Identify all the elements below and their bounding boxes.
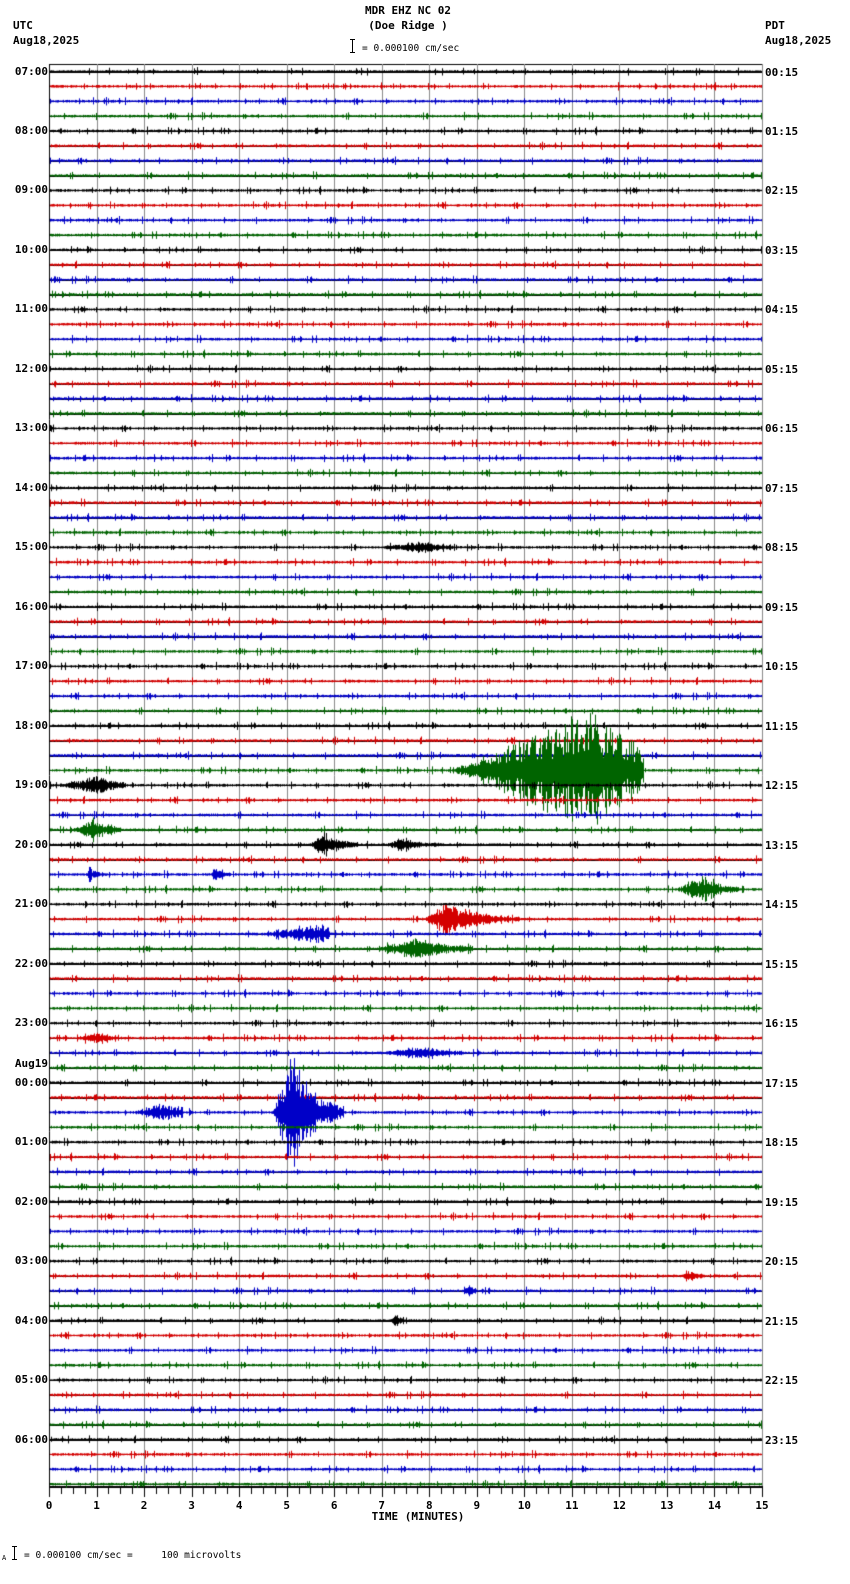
- pdt-label: 22:15: [765, 1374, 799, 1388]
- x-tick-label: 8: [425, 1499, 433, 1512]
- utc-label: 16:00: [14, 599, 48, 613]
- utc-label: 05:00: [14, 1373, 48, 1387]
- x-tick-label: 2: [140, 1499, 148, 1512]
- pdt-label: 03:15: [765, 243, 799, 257]
- x-tick-label: 4: [235, 1499, 243, 1512]
- utc-label: 22:00: [14, 956, 48, 970]
- pdt-label: 15:15: [765, 957, 799, 971]
- pdt-label: 19:15: [765, 1195, 799, 1209]
- pdt-label: 21:15: [765, 1314, 799, 1328]
- footer-scale-bar-icon: [12, 1546, 17, 1560]
- utc-label: 20:00: [14, 837, 48, 851]
- pdt-label: 18:15: [765, 1136, 799, 1150]
- x-tick-label: 15: [755, 1499, 769, 1512]
- utc-label: 02:00: [14, 1194, 48, 1208]
- x-tick-label: 6: [330, 1499, 338, 1512]
- utc-label: 08:00: [14, 123, 48, 137]
- pdt-label: 14:15: [765, 898, 799, 912]
- x-tick-label: 9: [473, 1499, 481, 1512]
- x-tick-label: 1: [93, 1499, 100, 1512]
- pdt-label: 07:15: [765, 481, 799, 495]
- utc-label: 23:00: [14, 1016, 48, 1030]
- utc-label: 01:00: [14, 1135, 48, 1149]
- x-tick-label: 10: [517, 1499, 531, 1512]
- x-tick-label: 0: [45, 1499, 53, 1512]
- utc-label: 21:00: [14, 897, 48, 911]
- pdt-label: 01:15: [765, 124, 799, 138]
- x-tick-label: 5: [283, 1499, 290, 1512]
- utc-label: 06:00: [14, 1432, 48, 1446]
- utc-label: 07:00: [14, 64, 48, 78]
- utc-label: Aug19: [14, 1056, 48, 1070]
- utc-label: 04:00: [14, 1313, 48, 1327]
- utc-label: 17:00: [14, 659, 48, 673]
- utc-label: 11:00: [14, 302, 48, 316]
- utc-label: 12:00: [14, 361, 48, 375]
- utc-label: 10:00: [14, 242, 48, 256]
- utc-label: 13:00: [14, 421, 48, 435]
- x-tick-label: 13: [660, 1499, 674, 1512]
- x-tick-label: 14: [707, 1499, 722, 1512]
- pdt-label: 02:15: [765, 184, 799, 198]
- pdt-label: 17:15: [765, 1076, 799, 1090]
- footer-scale-text: = 0.000100 cm/sec = 100 microvolts: [24, 1550, 242, 1561]
- pdt-label: 16:15: [765, 1017, 799, 1031]
- pdt-label: 23:15: [765, 1433, 799, 1447]
- pdt-label: 10:15: [765, 660, 799, 674]
- pdt-label: 09:15: [765, 600, 799, 614]
- x-tick-label: 3: [188, 1499, 195, 1512]
- pdt-label: 04:15: [765, 303, 799, 317]
- pdt-label: 11:15: [765, 719, 799, 733]
- pdt-label: 00:15: [765, 65, 799, 79]
- pdt-label: 20:15: [765, 1255, 799, 1269]
- utc-label: 19:00: [14, 778, 48, 792]
- utc-label: 09:00: [14, 183, 48, 197]
- x-axis-label: TIME (MINUTES): [371, 1510, 465, 1523]
- utc-label: 14:00: [14, 480, 48, 494]
- x-tick-label: 11: [565, 1499, 579, 1512]
- x-tick-label: 12: [612, 1499, 627, 1512]
- scale-prefix: A: [2, 1554, 7, 1562]
- pdt-label: 05:15: [765, 362, 799, 376]
- pdt-label: 12:15: [765, 779, 799, 793]
- utc-label: 03:00: [14, 1254, 48, 1268]
- utc-label: 00:00: [14, 1075, 48, 1089]
- pdt-label: 13:15: [765, 838, 799, 852]
- pdt-label: 08:15: [765, 541, 799, 555]
- utc-label: 18:00: [14, 718, 48, 732]
- pdt-label: 06:15: [765, 422, 799, 436]
- utc-label: 15:00: [14, 540, 48, 554]
- x-tick-label: 7: [378, 1499, 386, 1512]
